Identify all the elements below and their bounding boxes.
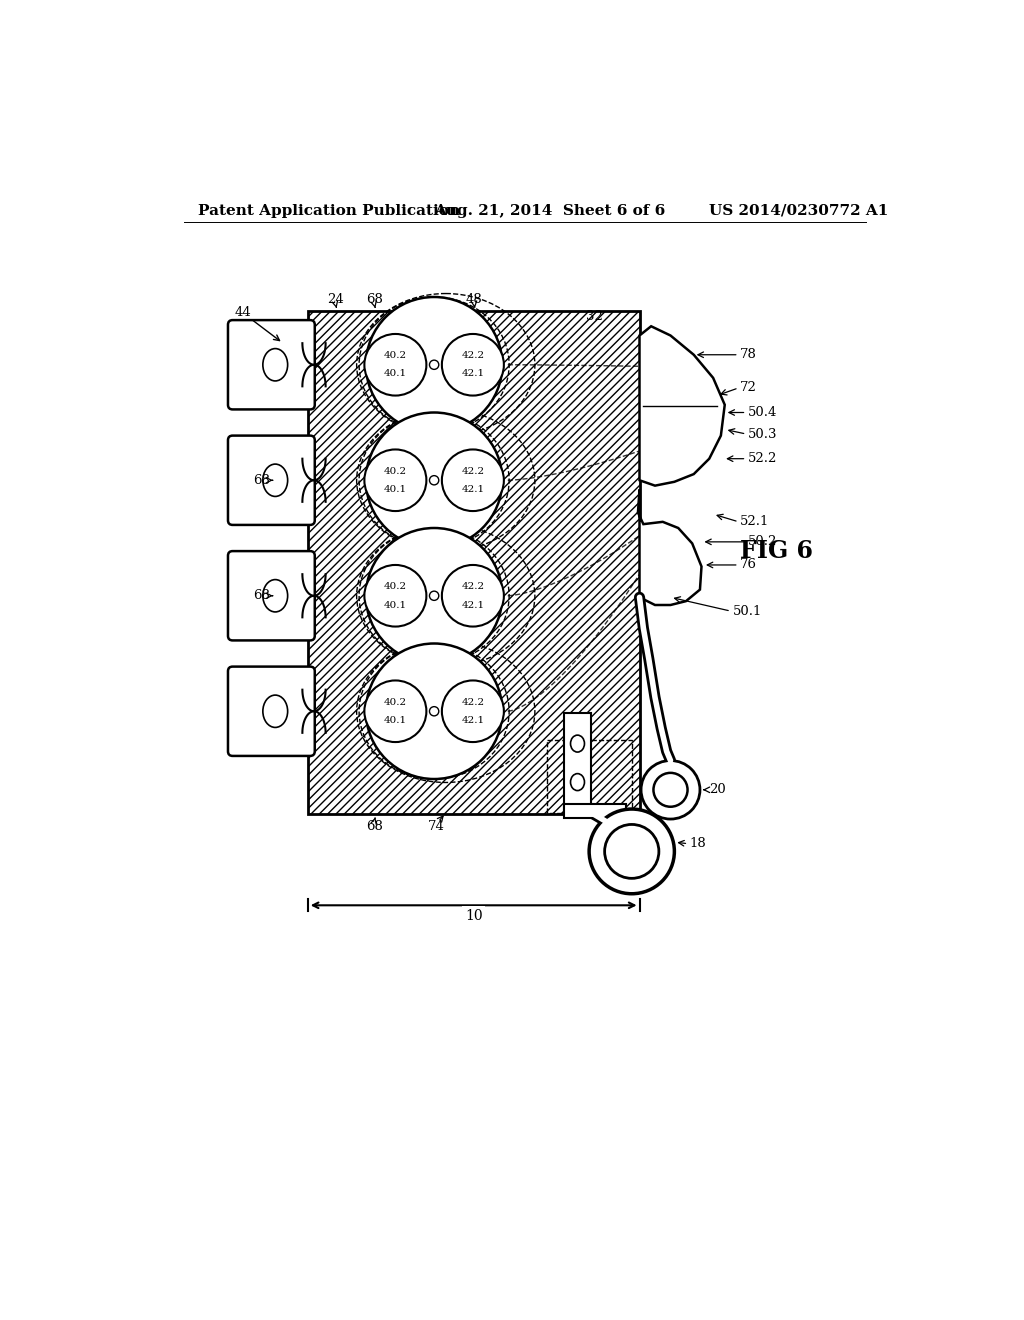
Text: Aug. 21, 2014  Sheet 6 of 6: Aug. 21, 2014 Sheet 6 of 6 — [434, 203, 666, 218]
Text: 42.1: 42.1 — [462, 601, 484, 610]
Circle shape — [442, 565, 504, 627]
Text: 68: 68 — [253, 589, 269, 602]
Circle shape — [429, 706, 438, 715]
Text: 40.1: 40.1 — [384, 601, 407, 610]
Text: 42.2: 42.2 — [462, 351, 484, 360]
Text: 42.1: 42.1 — [462, 484, 484, 494]
Text: 40.1: 40.1 — [384, 715, 407, 725]
Ellipse shape — [570, 774, 585, 791]
Text: 40.2: 40.2 — [384, 466, 407, 475]
FancyBboxPatch shape — [228, 321, 314, 409]
Circle shape — [365, 334, 426, 396]
Text: 40.1: 40.1 — [384, 484, 407, 494]
Circle shape — [604, 825, 658, 878]
Text: 50.4: 50.4 — [748, 407, 777, 418]
Circle shape — [429, 591, 438, 601]
Ellipse shape — [263, 348, 288, 381]
Text: 42.1: 42.1 — [462, 715, 484, 725]
Bar — [564, 804, 627, 817]
Bar — [547, 739, 632, 813]
Circle shape — [442, 681, 504, 742]
Circle shape — [429, 475, 438, 484]
Ellipse shape — [263, 696, 288, 727]
Circle shape — [653, 774, 687, 807]
Ellipse shape — [263, 465, 288, 496]
Text: 44: 44 — [234, 306, 251, 319]
Text: 40.2: 40.2 — [384, 697, 407, 706]
Circle shape — [442, 334, 504, 396]
Polygon shape — [638, 490, 701, 605]
Ellipse shape — [570, 735, 585, 752]
Text: 40.1: 40.1 — [384, 370, 407, 379]
Circle shape — [366, 297, 503, 433]
Circle shape — [429, 360, 438, 370]
Text: 42.1: 42.1 — [462, 370, 484, 379]
Text: 32: 32 — [586, 310, 603, 323]
Circle shape — [366, 412, 503, 548]
Text: 50.1: 50.1 — [732, 605, 762, 618]
Text: 42.2: 42.2 — [462, 582, 484, 591]
Bar — [308, 312, 640, 814]
Text: 10: 10 — [465, 909, 482, 923]
Text: 68: 68 — [366, 820, 383, 833]
Text: 68: 68 — [366, 293, 383, 306]
Text: 52.2: 52.2 — [748, 453, 777, 465]
Circle shape — [365, 681, 426, 742]
Text: 50.3: 50.3 — [748, 428, 777, 441]
FancyBboxPatch shape — [228, 552, 314, 640]
Text: 78: 78 — [740, 348, 757, 362]
Text: 24: 24 — [328, 293, 344, 306]
Circle shape — [366, 528, 503, 664]
FancyBboxPatch shape — [228, 436, 314, 525]
Text: 42.2: 42.2 — [462, 697, 484, 706]
Text: Patent Application Publication: Patent Application Publication — [198, 203, 460, 218]
Text: 42.2: 42.2 — [462, 466, 484, 475]
Text: FIG 6: FIG 6 — [740, 539, 813, 564]
Bar — [564, 713, 592, 813]
Text: 74: 74 — [428, 820, 444, 833]
Text: 72: 72 — [740, 381, 757, 395]
Ellipse shape — [263, 579, 288, 612]
FancyBboxPatch shape — [228, 667, 314, 756]
Circle shape — [366, 644, 503, 779]
Text: 40.2: 40.2 — [384, 582, 407, 591]
Circle shape — [365, 449, 426, 511]
Text: US 2014/0230772 A1: US 2014/0230772 A1 — [710, 203, 889, 218]
Circle shape — [442, 449, 504, 511]
Text: 76: 76 — [740, 558, 758, 572]
Text: 50.2: 50.2 — [748, 536, 777, 548]
Text: 68: 68 — [253, 474, 269, 487]
Circle shape — [641, 760, 700, 818]
Polygon shape — [640, 326, 725, 486]
Circle shape — [589, 809, 675, 894]
Text: 18: 18 — [690, 837, 707, 850]
Circle shape — [365, 565, 426, 627]
Text: 52.1: 52.1 — [740, 515, 770, 528]
Text: 40.2: 40.2 — [384, 351, 407, 360]
Text: 48: 48 — [466, 293, 482, 306]
Text: 20: 20 — [710, 783, 726, 796]
